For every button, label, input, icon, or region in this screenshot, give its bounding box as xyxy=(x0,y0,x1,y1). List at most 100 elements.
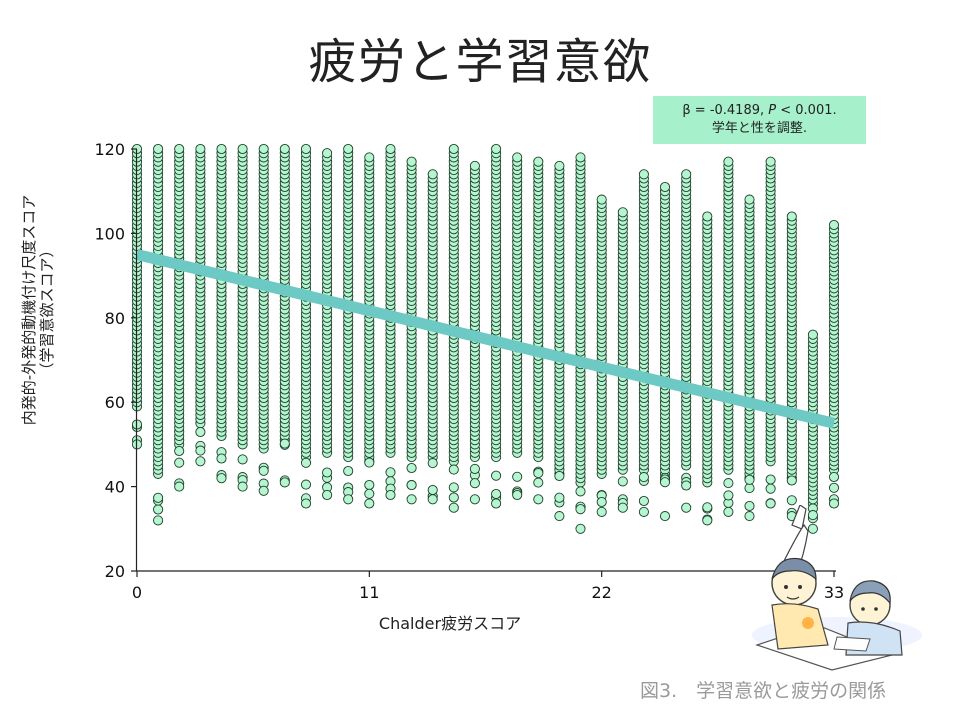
data-point xyxy=(681,502,692,513)
data-point xyxy=(617,476,628,487)
data-point xyxy=(469,463,480,474)
data-point xyxy=(364,152,375,163)
data-point xyxy=(469,478,480,489)
data-point xyxy=(744,194,755,205)
data-point xyxy=(702,515,713,526)
data-point xyxy=(195,445,206,456)
data-point xyxy=(279,143,290,155)
data-point xyxy=(659,181,671,193)
data-point xyxy=(638,169,649,180)
x-axis-label: Chalder疲労スコア xyxy=(378,614,522,633)
data-point xyxy=(322,489,333,501)
data-point xyxy=(744,474,755,485)
y-tick-label: 120 xyxy=(94,140,125,159)
data-point xyxy=(427,169,438,180)
data-point xyxy=(596,506,607,517)
data-point xyxy=(702,502,713,513)
data-point xyxy=(786,475,797,486)
data-point xyxy=(807,329,818,340)
data-point xyxy=(174,457,185,468)
data-point xyxy=(512,152,523,163)
data-point xyxy=(195,456,206,467)
data-point xyxy=(406,480,417,491)
data-point xyxy=(237,481,248,492)
data-point xyxy=(258,143,269,155)
data-point xyxy=(258,485,269,496)
data-point xyxy=(153,504,164,515)
data-point xyxy=(300,143,312,155)
data-point xyxy=(364,479,375,491)
y-axis-label-line1: 内発的-外発的動機付け尺度スコア xyxy=(20,194,38,426)
data-point xyxy=(491,470,502,481)
data-point xyxy=(491,143,502,155)
data-point xyxy=(385,489,396,501)
regression-stat-line: β = -0.4189, P < 0.001. xyxy=(653,102,866,120)
data-point xyxy=(195,143,206,155)
data-point xyxy=(322,467,333,478)
data-point xyxy=(448,492,459,503)
x-tick-label: 0 xyxy=(132,583,142,602)
data-point xyxy=(828,219,840,231)
y-tick-label: 100 xyxy=(94,224,125,243)
y-tick-label: 60 xyxy=(105,393,125,412)
data-point xyxy=(765,156,776,167)
data-point xyxy=(343,143,354,155)
data-point xyxy=(575,523,586,534)
data-point xyxy=(195,426,206,438)
data-point xyxy=(702,211,713,222)
data-point xyxy=(575,152,586,163)
data-point xyxy=(828,471,840,483)
x-tick-label: 11 xyxy=(359,583,379,602)
data-point xyxy=(385,467,396,478)
figure-caption: 図3. 学習意欲と疲労の関係 xyxy=(640,680,887,702)
data-point xyxy=(279,438,290,449)
student-illustration-icon xyxy=(752,505,922,671)
x-tick-label: 22 xyxy=(591,583,611,602)
data-point xyxy=(765,474,776,485)
data-point xyxy=(448,464,459,475)
data-point xyxy=(406,494,417,505)
data-point xyxy=(638,472,649,483)
data-point xyxy=(279,477,290,488)
y-tick-label: 20 xyxy=(105,562,125,581)
x-tick-label: 33 xyxy=(824,583,844,602)
data-point xyxy=(385,143,396,155)
data-point xyxy=(448,143,459,155)
data-point xyxy=(659,477,671,488)
data-point xyxy=(153,143,164,155)
data-point xyxy=(723,506,734,517)
y-axis-label: 内発的-外発的動機付け尺度スコア （学習意欲スコア） xyxy=(20,160,60,460)
data-point xyxy=(448,502,459,513)
data-point xyxy=(617,502,628,513)
data-point xyxy=(786,495,797,506)
data-point xyxy=(174,445,185,457)
data-point xyxy=(491,498,502,509)
data-point xyxy=(406,156,417,167)
data-point xyxy=(617,207,628,218)
slide-title: 疲労と学習意欲 xyxy=(308,34,652,90)
regression-line xyxy=(135,249,836,429)
data-point xyxy=(786,211,797,222)
data-point xyxy=(364,488,375,499)
data-point xyxy=(723,478,734,489)
data-point xyxy=(237,143,248,155)
p-value-text: < 0.001. xyxy=(776,103,837,118)
p-letter: P xyxy=(768,103,777,118)
data-point xyxy=(828,482,840,493)
data-point xyxy=(638,506,649,517)
beta-text: β = -0.4189, xyxy=(682,103,769,118)
data-point xyxy=(153,515,164,526)
data-point xyxy=(554,492,565,503)
data-point xyxy=(469,494,480,505)
data-point xyxy=(533,494,544,505)
data-point xyxy=(596,496,607,508)
data-point xyxy=(554,470,565,482)
data-point xyxy=(343,494,354,505)
data-point xyxy=(807,510,818,521)
data-point xyxy=(300,457,312,468)
data-point xyxy=(322,148,333,159)
data-point xyxy=(153,492,164,503)
chart-axes: 20 40 60 80 100 120 0 11 22 33 xyxy=(94,140,844,602)
y-tick-label: 80 xyxy=(105,309,125,328)
data-point xyxy=(533,156,544,167)
